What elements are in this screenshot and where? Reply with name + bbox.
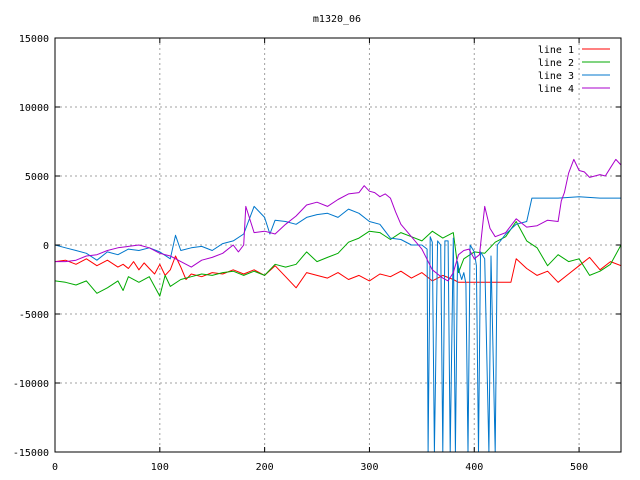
legend-label-4: line 4 (538, 84, 574, 95)
y-tick-label: 0 (43, 241, 49, 252)
series-line-2 (55, 221, 621, 297)
series-line-1 (55, 255, 621, 289)
y-tick-label: 10000 (19, 103, 49, 114)
x-tick-label: 100 (151, 462, 169, 473)
chart-title: m1320_06 (313, 14, 361, 25)
x-tick-label: 300 (360, 462, 378, 473)
x-tick-label: 0 (52, 462, 58, 473)
legend-label-2: line 2 (538, 58, 574, 69)
y-tick-label: -15000 (13, 448, 49, 459)
y-tick-label: -5000 (19, 310, 49, 321)
y-tick-label: -10000 (13, 379, 49, 390)
series-layer (55, 158, 621, 452)
y-tick-label: 5000 (25, 172, 49, 183)
tick-layer: 0 100 200 300 400 500 -15000 -10000 -5000 0 5000 10… (13, 34, 621, 473)
y-tick-label: 15000 (19, 34, 49, 45)
x-tick-label: 500 (570, 462, 588, 473)
series-line-3 (55, 196, 621, 452)
legend-label-1: line 1 (538, 45, 574, 56)
x-tick-label: 400 (465, 462, 483, 473)
series-line-4 (55, 158, 621, 282)
legend-label-3: line 3 (538, 71, 574, 82)
x-tick-label: 200 (256, 462, 274, 473)
grid-lines (55, 38, 621, 452)
legend: line 1 line 2 line 3 line 4 (538, 45, 610, 95)
